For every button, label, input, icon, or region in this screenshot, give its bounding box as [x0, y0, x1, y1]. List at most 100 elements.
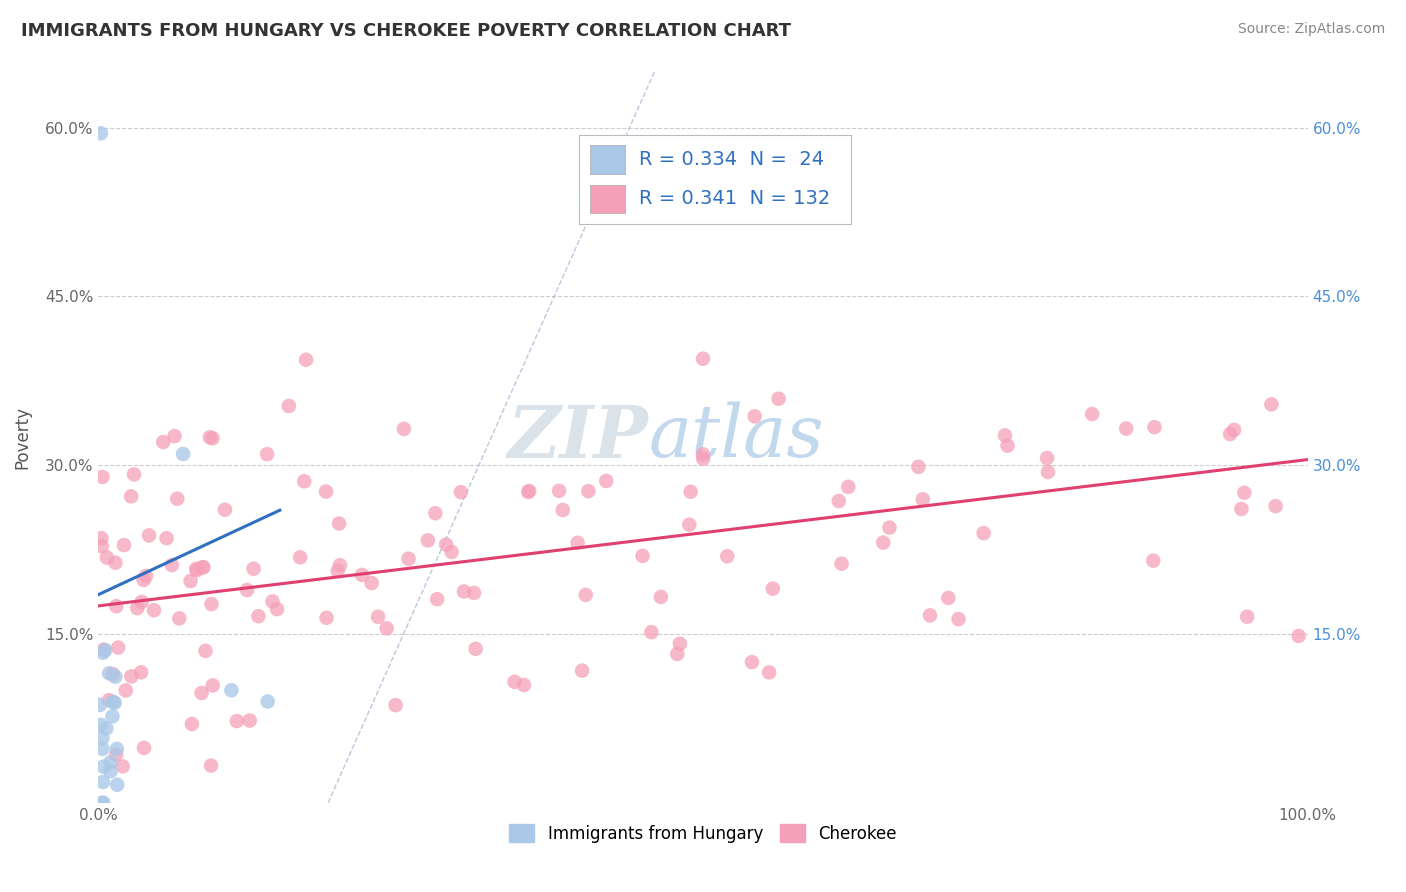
- Point: [200, 597, 222, 611]
- Point: [214, 502, 236, 516]
- Point: [425, 506, 447, 520]
- Point: [392, 422, 415, 436]
- Point: [595, 474, 617, 488]
- Point: [768, 392, 790, 406]
- Text: atlas: atlas: [648, 401, 824, 473]
- Point: [90, 531, 112, 545]
- Point: [129, 665, 152, 680]
- Point: [105, 747, 128, 762]
- Point: [127, 601, 149, 615]
- Point: [138, 528, 160, 542]
- Legend: Immigrants from Hungary, Cherokee: Immigrants from Hungary, Cherokee: [503, 818, 903, 849]
- Point: [132, 740, 155, 755]
- Point: [329, 558, 352, 573]
- Point: [201, 678, 224, 692]
- Point: [679, 484, 702, 499]
- Point: [1081, 407, 1104, 421]
- FancyBboxPatch shape: [591, 185, 626, 213]
- Point: [105, 599, 128, 614]
- Point: [143, 603, 166, 617]
- Point: [762, 582, 785, 596]
- Point: [517, 484, 540, 499]
- Point: [1143, 420, 1166, 434]
- Point: [669, 637, 692, 651]
- Point: [112, 538, 135, 552]
- Point: [186, 563, 208, 577]
- Point: [295, 352, 318, 367]
- Point: [744, 409, 766, 424]
- Point: [152, 435, 174, 450]
- Point: [186, 562, 208, 576]
- Point: [131, 595, 153, 609]
- Point: [1219, 427, 1241, 442]
- Text: IMMIGRANTS FROM HUNGARY VS CHEROKEE POVERTY CORRELATION CHART: IMMIGRANTS FROM HUNGARY VS CHEROKEE POVE…: [21, 22, 792, 40]
- Point: [936, 591, 959, 605]
- Point: [91, 731, 114, 745]
- FancyBboxPatch shape: [591, 145, 626, 174]
- Point: [198, 430, 221, 444]
- Point: [434, 538, 457, 552]
- Point: [1288, 629, 1310, 643]
- Point: [973, 526, 995, 541]
- Point: [1142, 553, 1164, 567]
- Point: [918, 608, 941, 623]
- Point: [948, 612, 970, 626]
- Point: [236, 582, 259, 597]
- Point: [326, 564, 349, 578]
- Point: [1264, 499, 1286, 513]
- Text: R = 0.334  N =  24: R = 0.334 N = 24: [638, 150, 824, 169]
- Text: Source: ZipAtlas.com: Source: ZipAtlas.com: [1237, 22, 1385, 37]
- Point: [292, 475, 315, 489]
- Point: [132, 573, 155, 587]
- Point: [93, 642, 115, 657]
- Point: [575, 588, 598, 602]
- Point: [678, 517, 700, 532]
- Point: [350, 568, 373, 582]
- Point: [98, 666, 121, 681]
- Point: [567, 535, 589, 549]
- Point: [104, 696, 127, 710]
- Point: [101, 709, 124, 723]
- Point: [416, 533, 439, 548]
- Point: [180, 574, 202, 588]
- Point: [91, 775, 114, 789]
- Point: [997, 439, 1019, 453]
- Point: [90, 718, 112, 732]
- Point: [640, 625, 662, 640]
- Point: [262, 594, 284, 608]
- Point: [517, 483, 540, 498]
- Point: [89, 698, 111, 712]
- Point: [277, 399, 299, 413]
- Point: [1233, 485, 1256, 500]
- Point: [191, 560, 214, 574]
- Point: [98, 693, 121, 707]
- Point: [831, 557, 853, 571]
- Point: [114, 683, 136, 698]
- Point: [426, 592, 449, 607]
- Point: [91, 470, 114, 484]
- Point: [463, 586, 485, 600]
- Point: [1036, 465, 1059, 479]
- Point: [135, 569, 157, 583]
- Point: [111, 759, 134, 773]
- Point: [758, 665, 780, 680]
- Point: [360, 576, 382, 591]
- Point: [104, 556, 127, 570]
- Point: [256, 694, 278, 708]
- Point: [163, 429, 186, 443]
- Point: [716, 549, 738, 564]
- Point: [104, 670, 127, 684]
- Point: [631, 549, 654, 563]
- Point: [105, 778, 128, 792]
- Point: [181, 717, 204, 731]
- Point: [548, 483, 571, 498]
- Point: [201, 431, 224, 445]
- Point: [288, 550, 311, 565]
- Point: [256, 447, 278, 461]
- Point: [166, 491, 188, 506]
- Point: [107, 640, 129, 655]
- Point: [91, 646, 114, 660]
- Point: [100, 764, 122, 779]
- Point: [93, 759, 115, 773]
- Point: [247, 609, 270, 624]
